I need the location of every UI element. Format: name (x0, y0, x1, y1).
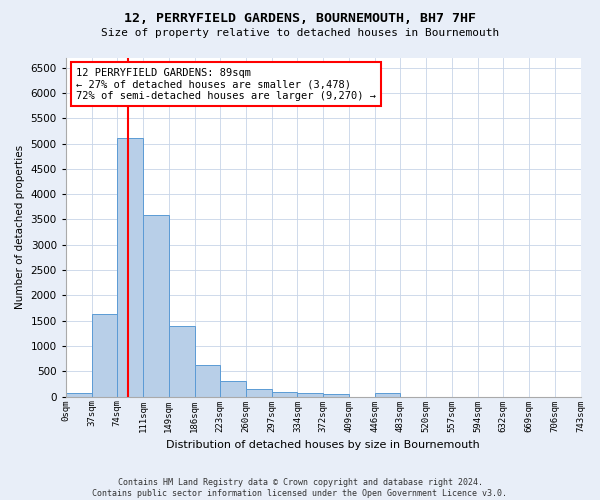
Bar (323, 394, 349, 396)
Bar (220, 381, 246, 396)
Bar (169, 326, 194, 396)
Bar (194, 366, 220, 396)
Bar (246, 389, 272, 396)
Bar (374, 393, 400, 396)
Text: Size of property relative to detached houses in Bournemouth: Size of property relative to detached ho… (101, 28, 499, 38)
Bar (143, 216, 169, 396)
Bar (66, 393, 92, 396)
Text: Contains HM Land Registry data © Crown copyright and database right 2024.
Contai: Contains HM Land Registry data © Crown c… (92, 478, 508, 498)
Bar (272, 392, 298, 396)
Bar (92, 314, 118, 396)
X-axis label: Distribution of detached houses by size in Bournemouth: Distribution of detached houses by size … (166, 440, 480, 450)
Y-axis label: Number of detached properties: Number of detached properties (15, 145, 25, 309)
Text: 12 PERRYFIELD GARDENS: 89sqm
← 27% of detached houses are smaller (3,478)
72% of: 12 PERRYFIELD GARDENS: 89sqm ← 27% of de… (76, 68, 376, 101)
Bar (118, 138, 143, 396)
Text: 12, PERRYFIELD GARDENS, BOURNEMOUTH, BH7 7HF: 12, PERRYFIELD GARDENS, BOURNEMOUTH, BH7… (124, 12, 476, 26)
Bar (298, 394, 323, 396)
